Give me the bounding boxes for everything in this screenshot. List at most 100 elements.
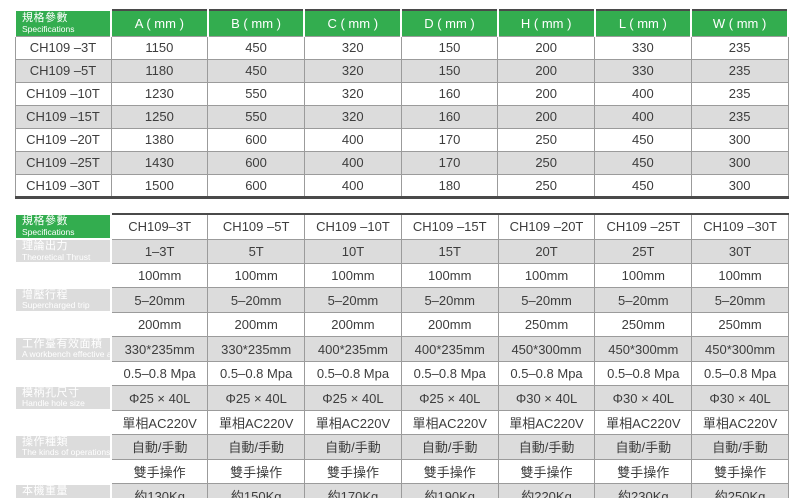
spec-value-cell: 600 [207, 173, 305, 198]
table-row: CH109 –3T 1150 450 320 150 200 330 235 [14, 35, 789, 60]
table-row: 空行程範圍 Air travel range 100mm 100mm 100mm 100m… [14, 262, 789, 289]
spec-value-cell: 5–20mm [400, 287, 499, 313]
spec-value-cell: 100mm [207, 262, 306, 289]
spec-value-cell: 約220Kg [497, 483, 596, 498]
column-header: B ( mm ) [206, 10, 306, 37]
spec-value-cell: 5–20mm [594, 287, 693, 313]
spec-value-cell: 200 [497, 104, 596, 129]
spec-value-cell: 1230 [110, 81, 209, 106]
spec-value-cell: 10T [304, 238, 402, 264]
spec-value-cell: 單相AC220V [594, 409, 693, 436]
corner-label-zh: 規格參數 [22, 12, 68, 25]
spec-value-cell: 450 [594, 173, 692, 198]
spec-value-cell: 0.5–0.8 Mpa [207, 360, 306, 387]
spec-value-cell: 450 [594, 127, 692, 152]
row-label-zh: 最大工作高度 [22, 313, 91, 326]
specs-header-row: 規格參數 Specifications CH109–3T CH109 –5T CH109… [14, 213, 789, 240]
spec-value-cell: 330*235mm [110, 336, 209, 362]
corner-label-zh: 規格參數 [22, 215, 68, 228]
table-row: 操作壓力 Operating pressure 0.5–0.8 Mpa 0.5–0.8… [14, 360, 789, 387]
spec-value-cell: 100mm [304, 262, 402, 289]
column-header: H ( mm ) [496, 10, 596, 37]
specifications-table-header: 規格參數 Specifications CH109–3T CH109 –5T CH109… [14, 213, 789, 240]
spec-value-cell: 30T [691, 238, 789, 264]
row-label-zh: 理論出力 [22, 240, 68, 252]
spec-value-cell: 450*300mm [497, 336, 596, 362]
spec-value-cell: 250mm [691, 311, 789, 338]
spec-value-cell: 雙手操作 [207, 458, 306, 485]
spec-value-cell: 約230Kg [594, 483, 693, 498]
spec-value-cell: 自動/手動 [691, 434, 789, 460]
spec-value-cell: 自動/手動 [400, 434, 499, 460]
spec-value-cell: 0.5–0.8 Mpa [594, 360, 693, 387]
model-cell: CH109 –25T [14, 150, 112, 175]
table-row: CH109 –20T 1380 600 400 170 250 450 300 [14, 127, 789, 152]
spec-value-cell: 320 [303, 58, 402, 83]
row-label-zh: 模柄孔尺寸 [22, 386, 80, 399]
spec-value-cell: 5T [207, 238, 306, 264]
model-column-header: CH109 –5T [207, 213, 306, 240]
row-label-en: Maximum working height [22, 324, 111, 335]
spec-value-cell: 600 [207, 127, 305, 152]
spec-value-cell: 235 [690, 81, 789, 106]
column-header: W ( mm ) [690, 10, 789, 37]
spec-value-cell: 雙手操作 [497, 458, 596, 485]
row-label-en: The weight of the machine [22, 497, 109, 498]
spec-value-cell: 100mm [497, 262, 596, 289]
spec-value-cell: 400 [594, 104, 692, 129]
spec-value-cell: 5–20mm [497, 287, 596, 313]
dimensions-table: 規格參數 Specifications A ( mm ) B ( mm ) C ( mm… [14, 9, 789, 199]
spec-value-cell: 600 [207, 150, 305, 175]
spec-value-cell: 1–3T [110, 238, 209, 264]
spec-value-cell: 25T [594, 238, 693, 264]
spec-value-cell: 450 [207, 58, 305, 83]
table-row: CH109 –15T 1250 550 320 160 200 400 235 [14, 104, 789, 129]
column-header: D ( mm ) [400, 10, 499, 37]
spec-value-cell: Φ25 × 40L [110, 385, 209, 411]
model-column-header: CH109 –10T [304, 213, 402, 240]
spec-value-cell: 300 [690, 127, 789, 152]
specifications-table-body: 理論出力 Theoretical Thrust 1–3T 5T 10T 15T 20T 25T… [14, 237, 789, 498]
spec-value-cell: 自動/手動 [304, 434, 402, 460]
spec-value-cell: 235 [690, 58, 789, 83]
row-label-zh: 操作方式 [22, 460, 68, 473]
spec-value-cell: 250mm [594, 311, 693, 338]
spec-value-cell: 約150Kg [207, 483, 306, 498]
row-label-cell: 本機重量The weight of the machine [14, 482, 112, 498]
row-label-en: Operating pressure [22, 373, 95, 384]
spec-value-cell: Φ25 × 40L [400, 385, 499, 411]
row-label-en: Handle hole size [22, 398, 85, 409]
spec-value-cell: 自動/手動 [594, 434, 693, 460]
table-row: 操作方式 Mode of operation 雙手操作 雙手操作 雙手操作 雙手操作 雙手操… [14, 458, 789, 485]
dimensions-table-header: 規格參數 Specifications A ( mm ) B ( mm ) C ( mm… [14, 9, 789, 37]
spec-value-cell: 0.5–0.8 Mpa [497, 360, 596, 387]
row-label-zh: 空行程範圍 [22, 264, 80, 277]
row-label-cell: 空行程範圍 Air travel range [14, 262, 112, 289]
spec-value-cell: 100mm [400, 262, 499, 289]
spec-value-cell: 200mm [110, 311, 209, 338]
row-label-cell: 操作壓力 Operating pressure [14, 360, 112, 387]
spec-value-cell: 單相AC220V [110, 409, 209, 436]
spec-value-cell: 180 [400, 173, 499, 198]
spec-value-cell: 550 [207, 81, 305, 106]
spec-value-cell: 330 [594, 58, 692, 83]
spec-value-cell: 20T [497, 238, 596, 264]
dimensions-header-row: 規格參數 Specifications A ( mm ) B ( mm ) C ( mm… [14, 9, 789, 37]
spec-value-cell: 單相AC220V [497, 409, 596, 436]
table-row: CH109 –5T 1180 450 320 150 200 330 235 [14, 58, 789, 83]
spec-value-cell: 450*300mm [691, 336, 789, 362]
spec-value-cell: 450 [594, 150, 692, 175]
spec-value-cell: 0.5–0.8 Mpa [304, 360, 402, 387]
spec-value-cell: 0.5–0.8 Mpa [691, 360, 789, 387]
spec-value-cell: 170 [400, 150, 499, 175]
spec-value-cell: 1180 [110, 58, 209, 83]
spec-value-cell: 330 [594, 35, 692, 60]
spec-value-cell: 235 [690, 104, 789, 129]
spec-value-cell: 雙手操作 [594, 458, 693, 485]
spec-value-cell: 100mm [691, 262, 789, 289]
table-row: 本機重量The weight of the machine約130Kg約150K… [14, 482, 789, 498]
spec-value-cell: 400 [303, 173, 402, 198]
table-row: 模柄孔尺寸 Handle hole size Φ25 × 40L Φ25 × 40L Φ… [14, 384, 789, 412]
spec-value-cell: 300 [690, 173, 789, 198]
